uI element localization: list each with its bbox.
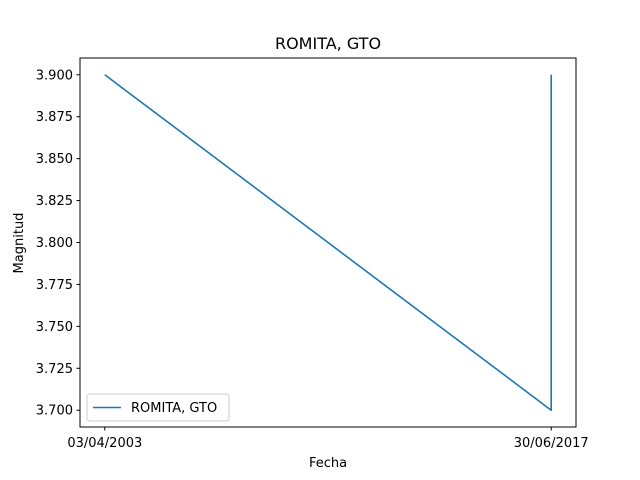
x-tick-label: 03/04/2003 xyxy=(67,436,142,451)
plot-area xyxy=(79,57,577,428)
chart-title: ROMITA, GTO xyxy=(275,34,381,53)
series-line xyxy=(104,74,553,412)
y-tick-label: 3.875 xyxy=(36,110,73,125)
y-axis-label: Magnitud xyxy=(12,213,27,274)
y-tick-label: 3.725 xyxy=(36,362,73,377)
legend-label: ROMITA, GTO xyxy=(131,401,217,416)
y-tick-label: 3.800 xyxy=(36,236,73,251)
x-axis: 03/04/2003 30/06/2017 xyxy=(67,427,589,451)
series-layer xyxy=(104,74,553,412)
y-tick-label: 3.825 xyxy=(36,194,73,209)
y-tick-label: 3.750 xyxy=(36,320,73,335)
x-axis-label: Fecha xyxy=(309,456,347,471)
x-tick-label: 30/06/2017 xyxy=(514,436,589,451)
y-axis: 3.700 3.725 3.750 3.775 3.800 3.825 3.850 3.875… xyxy=(36,68,80,419)
y-tick-label: 3.900 xyxy=(36,68,73,83)
legend-box xyxy=(86,393,230,422)
y-tick-label: 3.775 xyxy=(36,278,73,293)
y-tick-label: 3.850 xyxy=(36,152,73,167)
y-tick-label: 3.700 xyxy=(36,404,73,419)
legend: ROMITA, GTO xyxy=(86,393,230,422)
